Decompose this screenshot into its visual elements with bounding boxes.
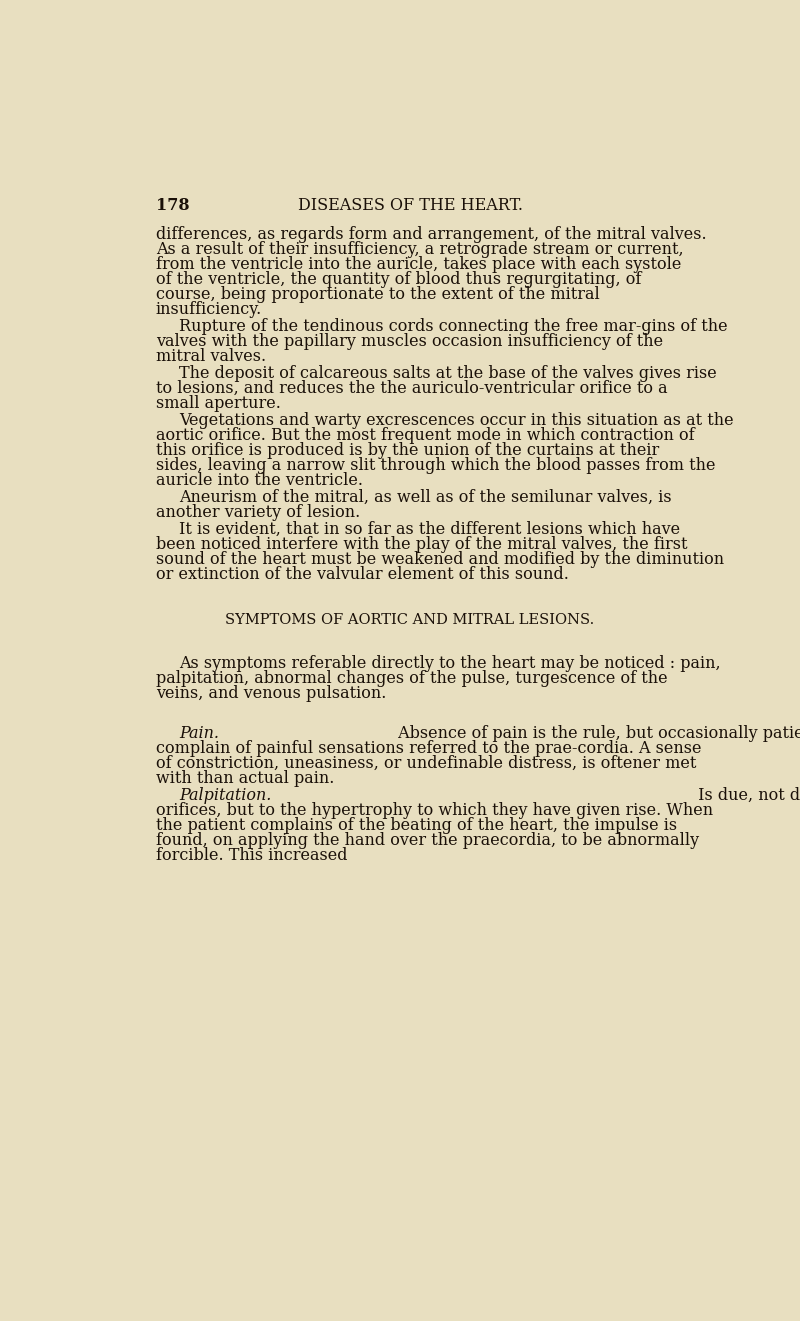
Text: Vegetations and warty excrescences occur in this situation as at the: Vegetations and warty excrescences occur…: [179, 412, 734, 429]
Text: complain of painful sensations referred to the prae-cordia. A sense: complain of painful sensations referred …: [156, 740, 702, 757]
Text: Is due, not directly to the lesions of the valves or: Is due, not directly to the lesions of t…: [693, 786, 800, 803]
Text: small aperture.: small aperture.: [156, 395, 281, 412]
Text: course, being proportionate to the extent of the mitral: course, being proportionate to the exten…: [156, 285, 599, 303]
Text: valves with the papillary muscles occasion insufficiency of the: valves with the papillary muscles occasi…: [156, 333, 663, 350]
Text: of the ventricle, the quantity of blood thus regurgitating, of: of the ventricle, the quantity of blood …: [156, 271, 641, 288]
Text: veins, and venous pulsation.: veins, and venous pulsation.: [156, 686, 386, 701]
Text: Aneurism of the mitral, as well as of the semilunar valves, is: Aneurism of the mitral, as well as of th…: [179, 489, 672, 506]
Text: the patient complains of the beating of the heart, the impulse is: the patient complains of the beating of …: [156, 816, 677, 834]
Text: Pain.: Pain.: [179, 724, 219, 741]
Text: from the ventricle into the auricle, takes place with each systole: from the ventricle into the auricle, tak…: [156, 256, 681, 272]
Text: It is evident, that in so far as the different lesions which have: It is evident, that in so far as the dif…: [179, 520, 681, 538]
Text: As symptoms referable directly to the heart may be noticed : pain,: As symptoms referable directly to the he…: [179, 655, 721, 672]
Text: forcible. This increased: forcible. This increased: [156, 847, 347, 864]
Text: palpitation, abnormal changes of the pulse, turgescence of the: palpitation, abnormal changes of the pul…: [156, 670, 667, 687]
Text: sides, leaving a narrow slit through which the blood passes from the: sides, leaving a narrow slit through whi…: [156, 457, 715, 474]
Text: aortic orifice. But the most frequent mode in which contraction of: aortic orifice. But the most frequent mo…: [156, 427, 694, 444]
Text: The deposit of calcareous salts at the base of the valves gives rise: The deposit of calcareous salts at the b…: [179, 365, 717, 382]
Text: with than actual pain.: with than actual pain.: [156, 770, 334, 787]
Text: sound of the heart must be weakened and modified by the diminution: sound of the heart must be weakened and …: [156, 551, 724, 568]
Text: or extinction of the valvular element of this sound.: or extinction of the valvular element of…: [156, 565, 569, 583]
Text: 178: 178: [156, 197, 190, 214]
Text: been noticed interfere with the play of the mitral valves, the first: been noticed interfere with the play of …: [156, 536, 687, 552]
Text: auricle into the ventricle.: auricle into the ventricle.: [156, 472, 363, 489]
Text: differences, as regards form and arrangement, of the mitral valves.: differences, as regards form and arrange…: [156, 226, 706, 243]
Text: As a result of their insufficiency, a retrograde stream or current,: As a result of their insufficiency, a re…: [156, 240, 683, 258]
Text: found, on applying the hand over the praecordia, to be abnormally: found, on applying the hand over the pra…: [156, 832, 699, 848]
Text: SYMPTOMS OF AORTIC AND MITRAL LESIONS.: SYMPTOMS OF AORTIC AND MITRAL LESIONS.: [226, 613, 594, 627]
Text: Palpitation.: Palpitation.: [179, 786, 272, 803]
Text: orifices, but to the hypertrophy to which they have given rise. When: orifices, but to the hypertrophy to whic…: [156, 802, 713, 819]
Text: DISEASES OF THE HEART.: DISEASES OF THE HEART.: [298, 197, 522, 214]
Text: mitral valves.: mitral valves.: [156, 347, 266, 365]
Text: of constriction, uneasiness, or undefinable distress, is oftener met: of constriction, uneasiness, or undefina…: [156, 754, 696, 771]
Text: Absence of pain is the rule, but occasionally patients: Absence of pain is the rule, but occasio…: [394, 724, 800, 741]
Text: this orifice is produced is by the union of the curtains at their: this orifice is produced is by the union…: [156, 441, 659, 458]
Text: Rupture of the tendinous cords connecting the free mar-gins of the: Rupture of the tendinous cords connectin…: [179, 318, 728, 334]
Text: to lesions, and reduces the the auriculo-ventricular orifice to a: to lesions, and reduces the the auriculo…: [156, 380, 667, 396]
Text: another variety of lesion.: another variety of lesion.: [156, 503, 360, 520]
Text: insufficiency.: insufficiency.: [156, 301, 262, 318]
